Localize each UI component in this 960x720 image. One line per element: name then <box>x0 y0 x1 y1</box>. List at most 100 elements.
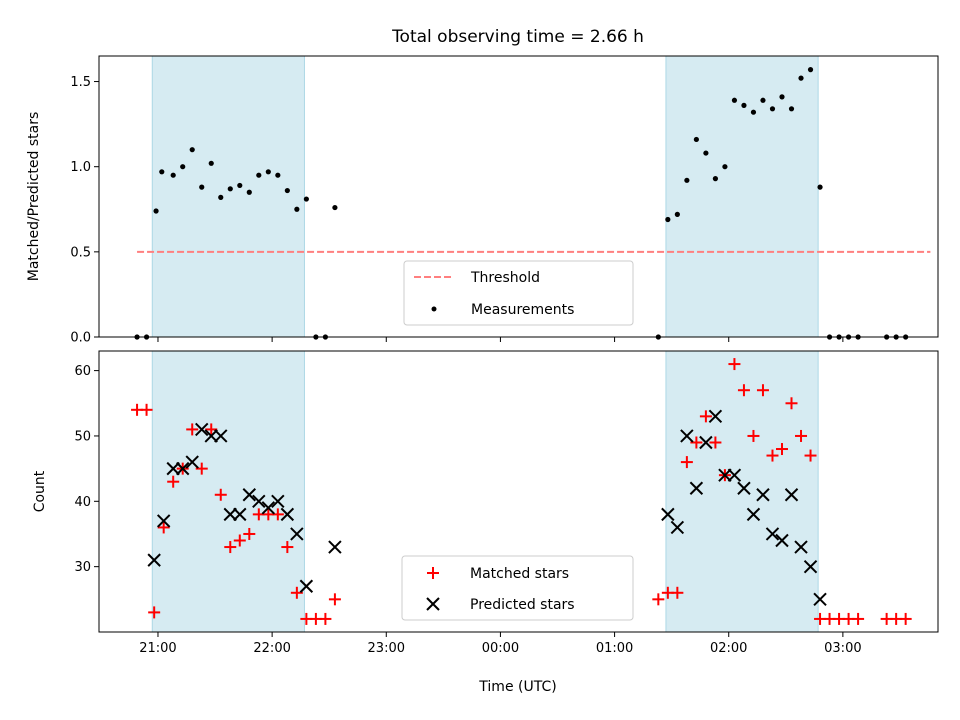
matched-star-point <box>224 541 237 554</box>
top-panel: 0.0 0.5 1.0 1.5 Matched/Predicted stars Thr… <box>26 55 939 346</box>
measurement-point <box>703 150 709 156</box>
bottom-y-axis-label: Count <box>32 470 48 512</box>
matched-star-point <box>737 384 750 397</box>
predicted-star-point <box>176 461 190 476</box>
measurement-point <box>741 102 747 108</box>
x-axis-label: Time (UTC) <box>478 679 556 695</box>
predicted-star-point <box>756 488 770 502</box>
measurement-point <box>731 97 738 103</box>
predicted-star-point <box>746 507 761 522</box>
measurement-point <box>760 97 766 103</box>
y-tick-label: 0.5 <box>70 245 91 260</box>
matched-legend-swatch <box>427 567 439 579</box>
matched-legend-label: Matched stars <box>470 566 569 582</box>
top-x-ticks <box>157 337 844 342</box>
measurement-point <box>798 75 804 81</box>
matched-star-point <box>766 449 779 462</box>
count-points <box>131 358 912 625</box>
predicted-star-point <box>280 507 295 522</box>
measurement-point <box>218 194 224 200</box>
measurement-point <box>275 172 281 178</box>
bottom-legend-box <box>401 555 634 621</box>
matched-star-point <box>243 527 256 540</box>
predicted-star-point <box>718 468 732 482</box>
measurement-point <box>807 67 814 73</box>
shaded-span-1 <box>152 56 305 337</box>
predicted-star-point <box>271 494 285 509</box>
measurement-point <box>284 187 290 194</box>
measurement-point <box>303 196 309 202</box>
measurement-point <box>227 186 233 192</box>
predicted-star-point <box>784 488 799 502</box>
matched-star-point <box>852 612 865 625</box>
predicted-star-point <box>661 507 675 522</box>
measurement-point <box>665 216 671 223</box>
predicted-star-point <box>195 422 209 437</box>
matched-star-point <box>775 443 788 456</box>
matched-star-point <box>319 612 332 625</box>
y-tick-label: 1.5 <box>70 75 91 90</box>
matched-star-point <box>157 521 170 534</box>
matched-star-point <box>186 423 199 436</box>
predicted-legend-label: Predicted stars <box>470 597 575 613</box>
predicted-star-point <box>803 559 818 574</box>
predicted-star-point <box>242 488 257 502</box>
measurement-point <box>817 184 823 190</box>
y-tick-label: 1.0 <box>70 160 91 175</box>
measurement-point <box>712 176 719 182</box>
measurement-point <box>180 164 186 170</box>
measurement-point <box>750 109 757 115</box>
measurement-point <box>693 136 699 143</box>
matched-star-point <box>747 429 760 442</box>
matched-star-point <box>671 586 684 599</box>
matched-star-point <box>804 449 817 462</box>
x-tick-label: 02:00 <box>710 641 747 656</box>
predicted-star-point <box>794 540 808 554</box>
bottom-x-ticks: 21:00 22:00 23:00 00:00 01:00 02:00 03:00 <box>139 632 862 656</box>
matched-star-point <box>690 436 703 449</box>
matched-star-point <box>795 429 808 442</box>
measurement-point <box>170 172 176 178</box>
measurement-point <box>684 177 690 183</box>
x-tick-label: 00:00 <box>482 641 519 656</box>
predicted-star-point <box>252 494 266 509</box>
measurement-point <box>332 204 338 211</box>
measurement-point <box>788 106 795 112</box>
top-legend-box <box>403 260 634 326</box>
top-y-axis-label: Matched/Predicted stars <box>26 112 42 282</box>
measurement-point <box>674 211 680 217</box>
predicted-star-point <box>670 520 685 535</box>
matched-star-point <box>195 462 208 475</box>
matched-star-point <box>785 397 798 410</box>
threshold-legend-label: Threshold <box>470 270 540 286</box>
top-legend: Threshold Measurements <box>403 260 634 326</box>
predicted-star-point <box>699 435 713 450</box>
bottom-y-ticks: 30 40 50 60 <box>74 364 99 575</box>
matched-star-point <box>709 436 722 449</box>
x-tick-label: 21:00 <box>139 641 176 656</box>
predicted-star-point <box>233 507 247 522</box>
measurement-point <box>159 169 165 175</box>
measurements-legend-swatch <box>431 306 437 312</box>
predicted-star-point <box>299 579 314 593</box>
matched-star-point <box>756 384 769 397</box>
predicted-star-point <box>223 507 237 522</box>
matched-star-point <box>699 410 712 423</box>
matched-star-point <box>271 508 284 521</box>
y-tick-label: 0.0 <box>70 331 91 346</box>
measurement-point <box>779 94 785 100</box>
measurement-point <box>265 169 271 175</box>
measurement-point <box>199 184 205 190</box>
measurements-legend-label: Measurements <box>471 302 574 318</box>
shaded-span-1 <box>152 351 305 632</box>
predicted-star-point <box>166 461 180 476</box>
predicted-star-point <box>204 429 218 443</box>
measurement-point <box>769 106 776 112</box>
bottom-legend: Matched stars Predicted stars <box>401 555 634 621</box>
predicted-star-point <box>727 468 742 482</box>
matched-star-point <box>728 358 741 371</box>
matched-star-point <box>148 606 161 619</box>
matched-star-point <box>328 593 341 606</box>
bottom-axes-frame <box>98 350 939 633</box>
